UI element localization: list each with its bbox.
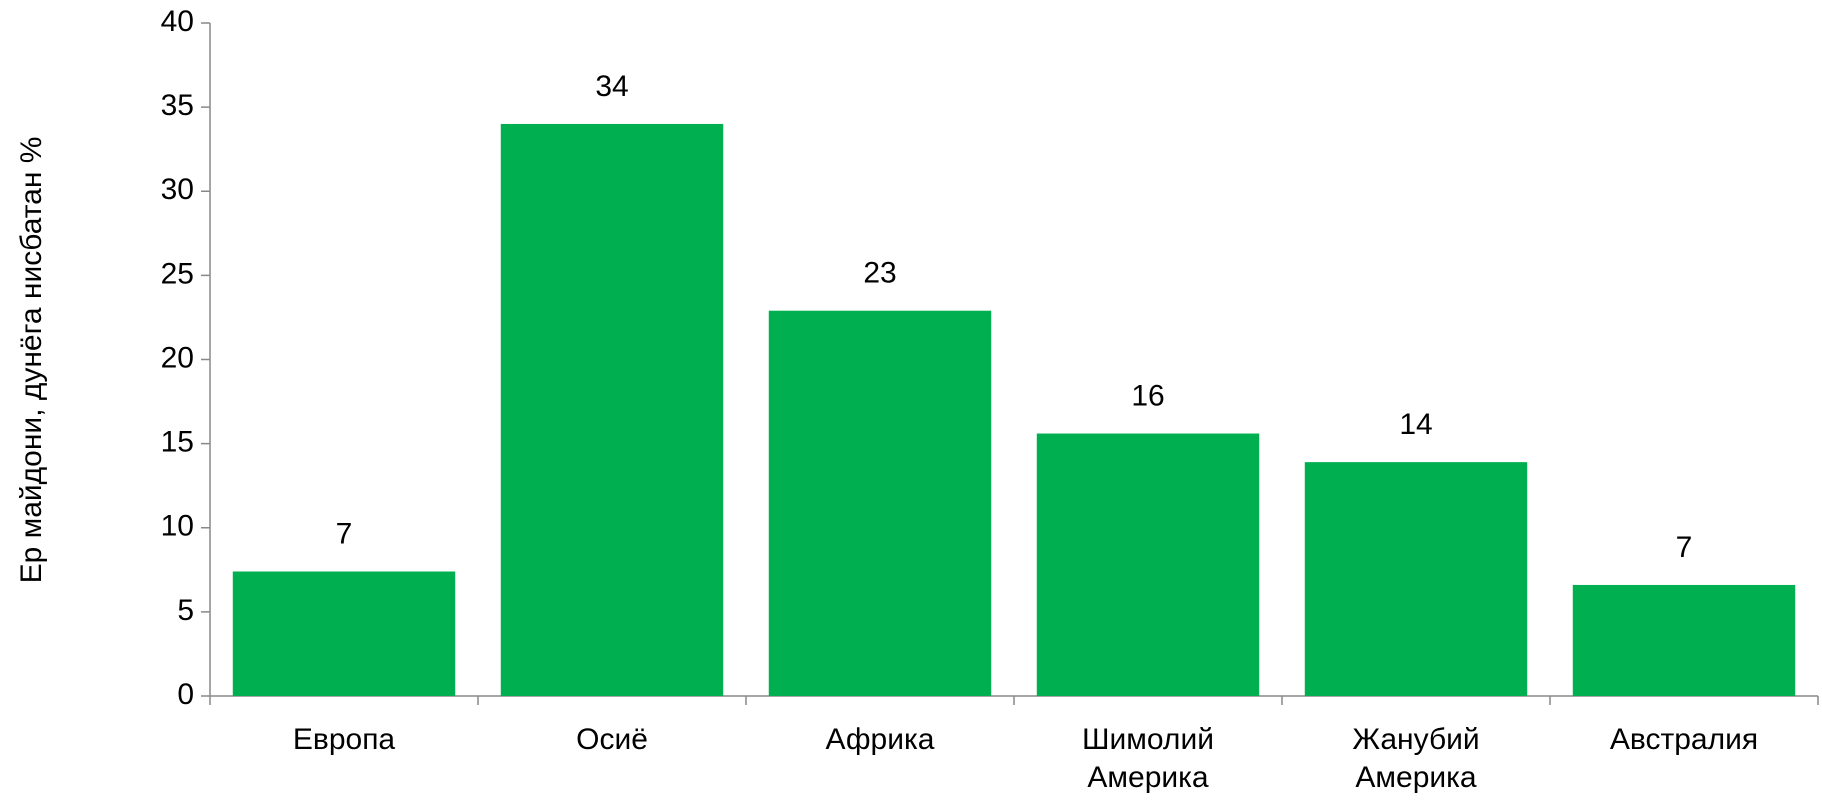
y-tick-label: 25	[161, 257, 194, 290]
data-label: 23	[863, 257, 896, 290]
bar	[768, 310, 992, 696]
y-tick-label: 30	[161, 173, 194, 206]
y-tick-label: 0	[177, 678, 194, 711]
y-tick-label: 5	[177, 594, 194, 627]
data-label: 34	[595, 70, 628, 103]
data-label: 14	[1399, 408, 1432, 441]
bar	[1304, 462, 1528, 696]
y-tick-label: 10	[161, 510, 194, 543]
bar	[1572, 584, 1796, 696]
bar	[232, 571, 456, 696]
data-label: 7	[336, 517, 353, 550]
data-label: 16	[1131, 379, 1164, 412]
data-label: 7	[1676, 531, 1693, 564]
bar	[1036, 433, 1260, 696]
y-tick-label: 15	[161, 426, 194, 459]
x-tick-label: Европа	[292, 723, 396, 756]
x-tick-label: Австралия	[1609, 723, 1759, 756]
x-tick-label: Африка	[825, 723, 935, 756]
x-tick-label: Осиё	[576, 723, 648, 756]
y-tick-label: 20	[161, 341, 194, 374]
x-tick-label: Жанубий Америка	[1352, 723, 1480, 794]
bar	[500, 123, 724, 696]
x-tick-label: Шимолий Америка	[1082, 723, 1214, 794]
y-tick-label: 35	[161, 89, 194, 122]
y-tick-label: 40	[161, 5, 194, 38]
y-axis-label: Ер майдони, дунёга нисбатан %	[15, 137, 48, 584]
